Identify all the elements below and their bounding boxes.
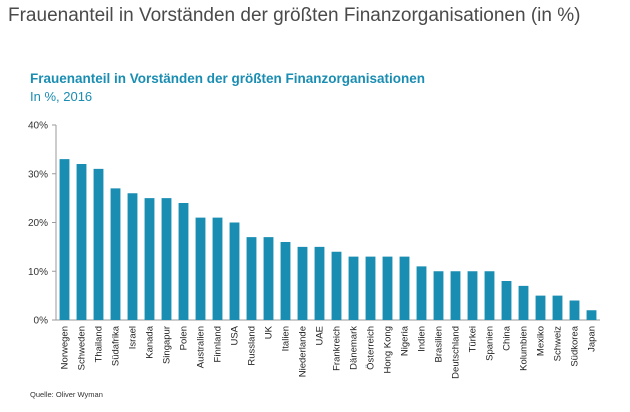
y-tick-label: 40% — [28, 121, 48, 132]
bar — [263, 237, 274, 320]
x-tick-label: Nigeria — [400, 325, 411, 356]
bar — [433, 271, 444, 320]
bar — [212, 217, 223, 320]
bar — [416, 266, 427, 320]
bar — [501, 281, 512, 320]
bar — [569, 300, 580, 320]
bar — [467, 271, 478, 320]
x-tick-label: UK — [264, 325, 275, 339]
x-tick-label: Südafrika — [111, 325, 122, 366]
x-tick-label: Spanien — [485, 326, 496, 361]
x-tick-label: Kolumbien — [519, 326, 530, 371]
x-tick-label: Brasilien — [434, 326, 445, 362]
x-tick-label: Frankreich — [332, 326, 343, 371]
bar — [127, 193, 138, 320]
bar — [399, 256, 410, 320]
y-tick-label: 10% — [28, 267, 48, 278]
x-tick-label: Österreich — [366, 326, 377, 370]
bar — [365, 256, 376, 320]
bar — [280, 242, 291, 320]
chart-subtitle: In %, 2016 — [30, 89, 93, 104]
x-tick-label: Israel — [128, 326, 139, 349]
bar-chart: 0% 10% 20% 30% 40% Norwegen Schweden Thailand Sü… — [28, 121, 600, 379]
x-tick-label: Polen — [179, 326, 190, 350]
x-tick-label: Schweiz — [553, 326, 564, 362]
bar — [93, 168, 104, 320]
x-tick-label: China — [502, 325, 513, 351]
bar — [484, 271, 495, 320]
x-tick-label: Norwegen — [60, 326, 71, 369]
x-tick-label: Japan — [587, 326, 598, 352]
y-tick-label: 20% — [28, 218, 48, 229]
bar — [586, 310, 597, 320]
bar — [518, 285, 529, 320]
x-tick-label: Mexiko — [536, 326, 547, 356]
bar — [535, 295, 546, 320]
x-tick-label: Finnland — [213, 326, 224, 362]
bar — [382, 256, 393, 320]
bar — [144, 198, 155, 320]
source-note: Quelle: Oliver Wyman — [30, 390, 103, 399]
bar — [314, 246, 325, 320]
x-tick-label: Russland — [247, 326, 258, 366]
x-tick-label: Südkorea — [570, 325, 581, 366]
x-tick-label: USA — [230, 325, 241, 345]
x-tick-label: Kanada — [145, 325, 156, 358]
y-tick-label: 0% — [34, 316, 49, 327]
bar — [76, 164, 87, 320]
x-tick-label: Thailand — [94, 326, 105, 362]
bar — [297, 246, 308, 320]
x-tick-label: Schweden — [77, 326, 88, 370]
x-tick-label: Australien — [196, 326, 207, 368]
bar — [246, 237, 257, 320]
bar — [450, 271, 461, 320]
bar — [552, 295, 563, 320]
bar — [110, 188, 121, 320]
page-title: Frauenanteil in Vorständen der größten F… — [8, 5, 581, 26]
bar — [161, 198, 172, 320]
bar — [331, 251, 342, 320]
chart-title: Frauenanteil in Vorständen der größten F… — [30, 71, 426, 86]
x-tick-label: Singapur — [162, 326, 173, 364]
x-tick-label: Hong Kong — [383, 326, 394, 374]
bar — [229, 222, 240, 320]
bar — [195, 217, 206, 320]
bar — [348, 256, 359, 320]
bar — [178, 203, 189, 320]
x-tick-label: UAE — [315, 326, 326, 346]
y-tick-label: 30% — [28, 169, 48, 180]
x-tick-label: Indien — [417, 326, 428, 352]
x-tick-label: Deutschland — [451, 326, 462, 379]
x-tick-label: Niederlande — [298, 326, 309, 377]
x-tick-label: Türkei — [468, 326, 479, 352]
x-tick-label: Dänemark — [349, 326, 360, 370]
bar — [59, 159, 70, 320]
x-tick-label: Italien — [281, 326, 292, 351]
